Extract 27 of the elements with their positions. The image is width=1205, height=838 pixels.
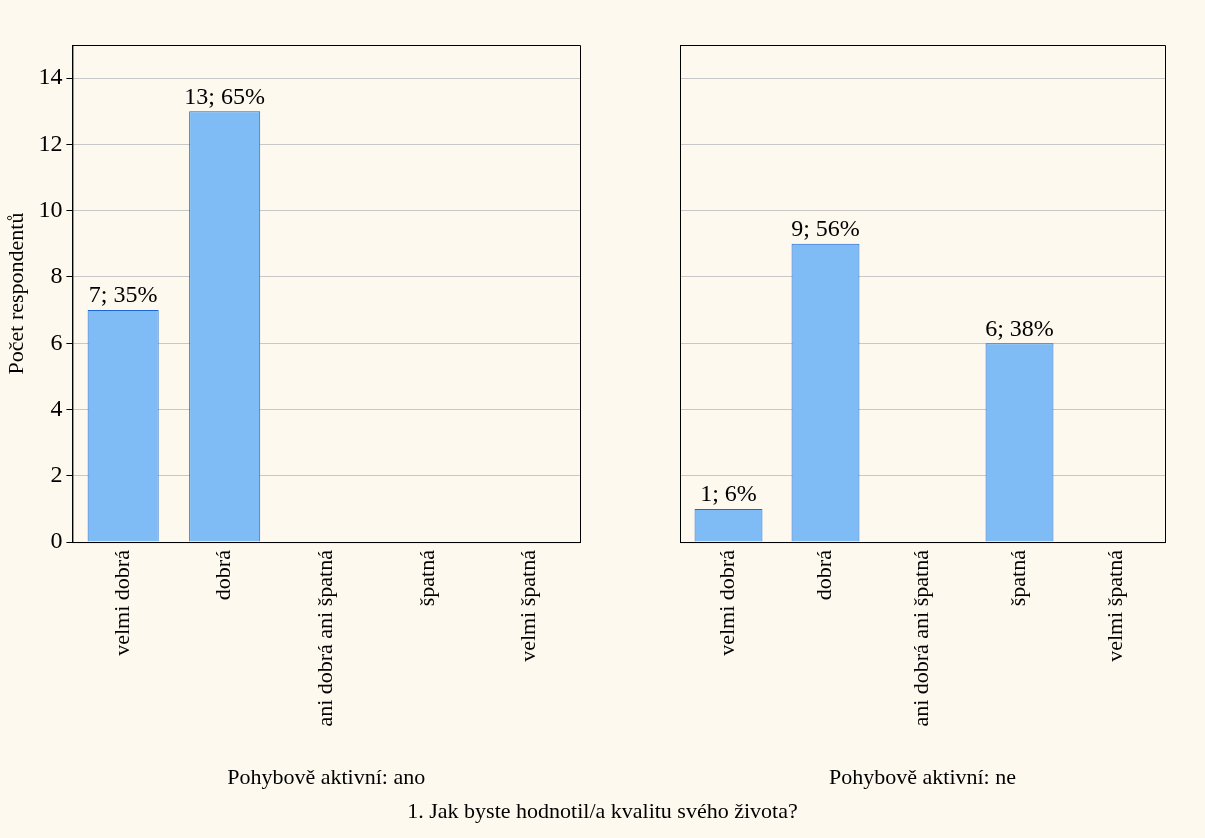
x-tick-label: špatná <box>413 549 439 607</box>
x-tick-label: velmi špatná <box>515 549 541 662</box>
x-tick-label: velmi dobrá <box>108 549 134 656</box>
y-axis-title: Počet respondentů <box>2 212 28 375</box>
x-tick-label: ani dobrá ani špatná <box>908 549 934 727</box>
x-tick-label: špatná <box>1005 549 1031 607</box>
x-tick-label: ani dobrá ani špatná <box>311 549 337 727</box>
y-tick-label: 14 <box>38 63 63 90</box>
x-tick-label: velmi dobrá <box>714 549 740 656</box>
data-label: 1; 6% <box>700 480 757 507</box>
data-label: 6; 38% <box>985 314 1054 341</box>
y-tick-label: 2 <box>50 461 63 488</box>
y-tick-label: 8 <box>50 262 63 289</box>
y-tick-label: 6 <box>50 328 63 355</box>
y-tick-label: 10 <box>38 195 63 222</box>
x-tick-label: dobrá <box>811 549 837 601</box>
y-tick-label: 0 <box>50 527 63 554</box>
x-axis-title: Pohybově aktivní: ano <box>227 763 426 789</box>
data-label: 9; 56% <box>791 215 860 242</box>
y-tick-label: 4 <box>50 394 63 421</box>
x-tick-label: velmi špatná <box>1102 549 1128 662</box>
x-axis-title: Pohybově aktivní: ne <box>829 763 1016 789</box>
x-tick-label: dobrá <box>210 549 236 601</box>
data-label: 7; 35% <box>88 281 158 308</box>
y-tick-label: 12 <box>38 129 63 156</box>
data-label: 13; 65% <box>184 82 266 109</box>
text: 1. Jak byste hodnotil/a kvalitu svého života? <box>406 798 799 824</box>
